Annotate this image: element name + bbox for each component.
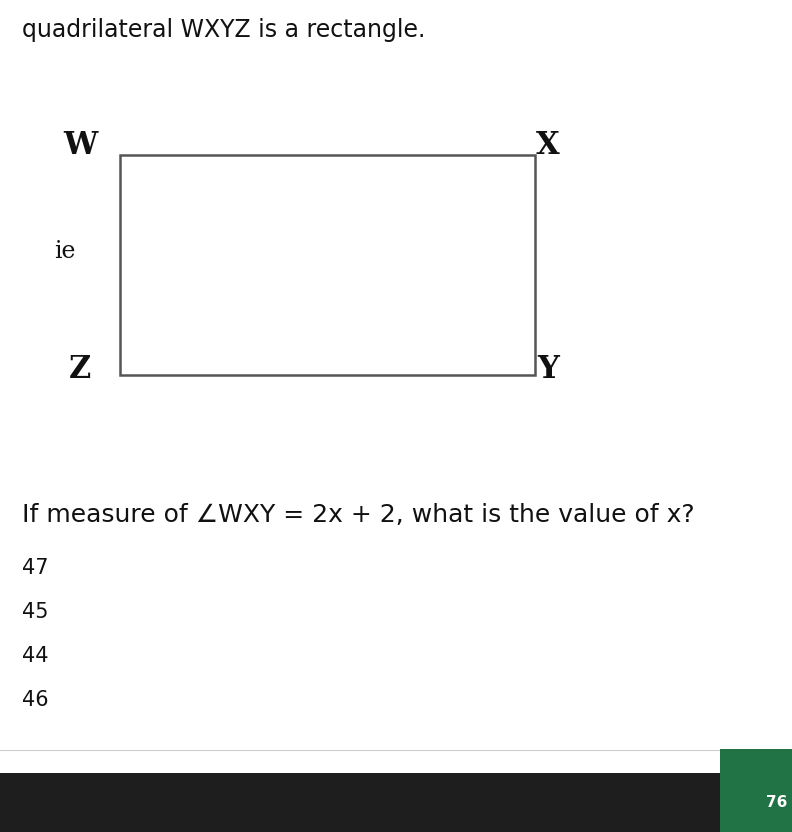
- Text: 45: 45: [22, 602, 48, 622]
- Text: 76: 76: [766, 795, 787, 810]
- Text: 47: 47: [22, 558, 48, 578]
- Bar: [0, 773, 792, 832]
- Text: quadrilateral WXYZ is a rectangle.: quadrilateral WXYZ is a rectangle.: [22, 18, 425, 42]
- Text: If measure of ∠WXY = 2x + 2, what is the value of x?: If measure of ∠WXY = 2x + 2, what is the…: [22, 503, 695, 527]
- Text: X: X: [536, 130, 560, 161]
- Text: 44: 44: [22, 646, 48, 666]
- Bar: [120, 155, 535, 375]
- Text: Y: Y: [537, 354, 559, 385]
- Text: ie: ie: [54, 240, 76, 264]
- Text: 46: 46: [22, 690, 48, 710]
- Text: Z: Z: [69, 354, 91, 385]
- Text: W: W: [63, 130, 97, 161]
